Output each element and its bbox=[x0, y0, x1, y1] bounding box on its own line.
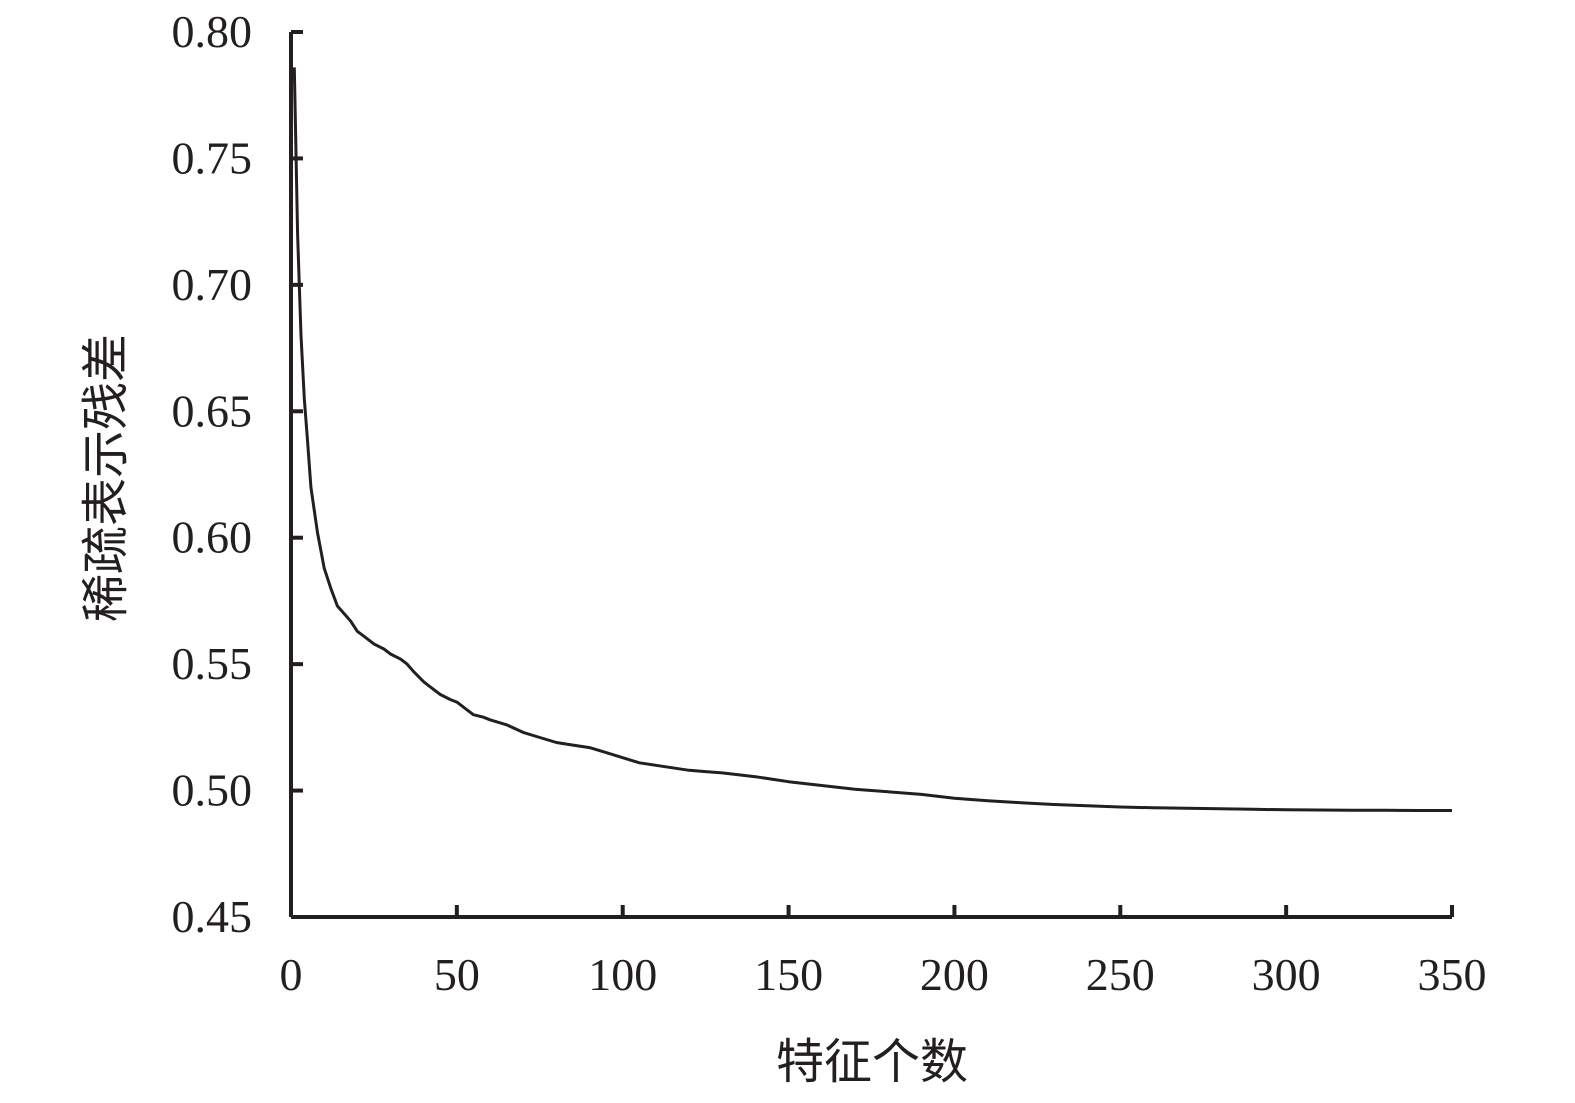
y-tick-label: 0.70 bbox=[172, 259, 253, 310]
y-tick-label: 0.55 bbox=[172, 638, 253, 689]
x-axis-title: 特征个数 bbox=[776, 1036, 968, 1089]
x-tick-label: 200 bbox=[920, 949, 989, 1000]
x-tick-label: 300 bbox=[1252, 949, 1321, 1000]
y-tick-label: 0.45 bbox=[172, 891, 253, 942]
y-tick-label: 0.75 bbox=[172, 132, 253, 183]
y-tick-label: 0.65 bbox=[172, 385, 253, 436]
x-tick-label: 50 bbox=[434, 949, 480, 1000]
y-tick-label: 0.50 bbox=[172, 765, 253, 816]
x-axis-ticks: 0 50 100 150 200 250 300 350 bbox=[280, 905, 1487, 1000]
series-line bbox=[292, 67, 1452, 812]
x-tick-label: 0 bbox=[280, 949, 303, 1000]
x-tick-label: 350 bbox=[1418, 949, 1487, 1000]
axes bbox=[289, 32, 1452, 919]
x-tick-label: 100 bbox=[588, 949, 657, 1000]
y-axis-ticks: 0.45 0.50 0.55 0.60 0.65 0.70 0.75 0.80 bbox=[172, 6, 303, 942]
y-tick-label: 0.60 bbox=[172, 512, 253, 563]
x-tick-label: 150 bbox=[754, 949, 823, 1000]
y-axis-title: 稀疏表示残差 bbox=[80, 334, 133, 622]
y-tick-label: 0.80 bbox=[172, 6, 253, 57]
x-tick-label: 250 bbox=[1086, 949, 1155, 1000]
